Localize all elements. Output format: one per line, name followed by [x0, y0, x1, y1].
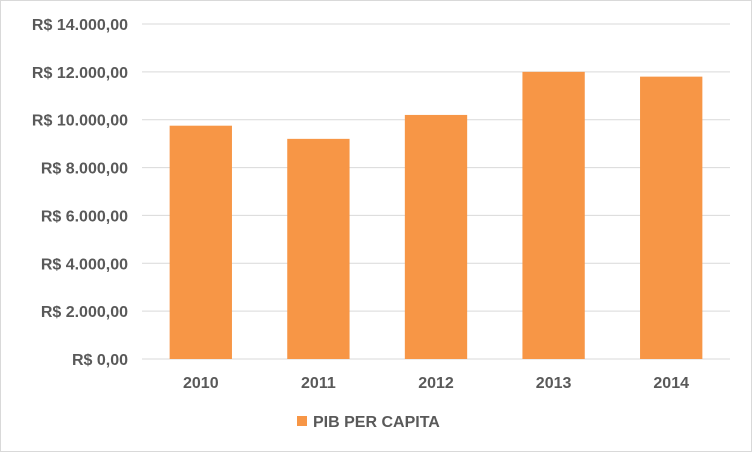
x-tick-label: 2010 — [183, 375, 219, 392]
x-axis-ticks: 2010 2011 2012 2013 2014 — [183, 375, 689, 392]
y-tick-label: R$ 8.000,00 — [41, 161, 128, 178]
bar-2013 — [522, 71, 585, 359]
bar-2010 — [169, 125, 232, 359]
legend-label: PIB PER CAPITA — [313, 414, 440, 431]
x-tick-label: 2014 — [653, 375, 689, 392]
bars — [169, 71, 703, 360]
legend: PIB PER CAPITA — [297, 414, 440, 431]
bar-2014 — [640, 76, 703, 360]
y-tick-label: R$ 6.000,00 — [41, 208, 128, 225]
y-tick-label: R$ 0,00 — [72, 352, 128, 369]
y-tick-label: R$ 2.000,00 — [41, 304, 128, 321]
x-tick-label: 2013 — [536, 375, 572, 392]
y-tick-label: R$ 14.000,00 — [32, 17, 128, 34]
legend-swatch — [297, 416, 307, 426]
y-tick-label: R$ 10.000,00 — [32, 113, 128, 130]
bar-2012 — [404, 114, 468, 359]
bar-2011 — [287, 138, 350, 359]
x-tick-label: 2012 — [418, 375, 454, 392]
y-axis-ticks: R$ 0,00 R$ 2.000,00 R$ 4.000,00 R$ 6.000,00… — [32, 17, 128, 369]
y-tick-label: R$ 4.000,00 — [41, 256, 128, 273]
x-tick-label: 2011 — [301, 375, 336, 392]
y-tick-label: R$ 12.000,00 — [32, 65, 128, 82]
